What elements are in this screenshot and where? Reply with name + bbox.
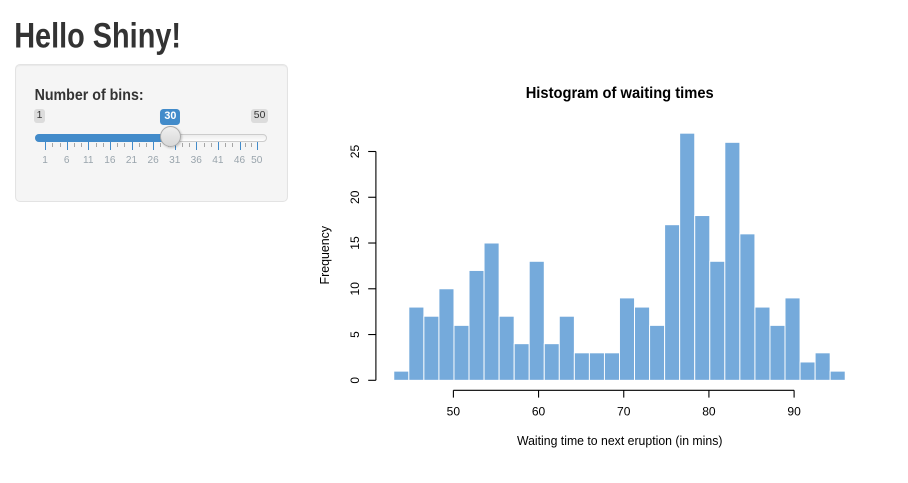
svg-text:25: 25: [348, 144, 362, 158]
svg-text:15: 15: [348, 236, 362, 250]
svg-text:80: 80: [702, 404, 716, 418]
svg-text:50: 50: [447, 404, 461, 418]
svg-text:Histogram of waiting times: Histogram of waiting times: [526, 85, 714, 102]
svg-text:Number of bins:: Number of bins:: [35, 87, 144, 104]
svg-text:Frequency: Frequency: [318, 225, 332, 284]
svg-text:Waiting time to next eruption: Waiting time to next eruption (in mins): [517, 434, 723, 448]
svg-text:70: 70: [617, 404, 631, 418]
svg-text:Hello Shiny!: Hello Shiny!: [14, 15, 181, 55]
svg-text:10: 10: [348, 282, 362, 296]
svg-text:20: 20: [348, 190, 362, 204]
svg-text:5: 5: [348, 331, 362, 338]
svg-text:90: 90: [787, 404, 801, 418]
svg-text:60: 60: [532, 404, 546, 418]
svg-text:0: 0: [348, 377, 362, 384]
